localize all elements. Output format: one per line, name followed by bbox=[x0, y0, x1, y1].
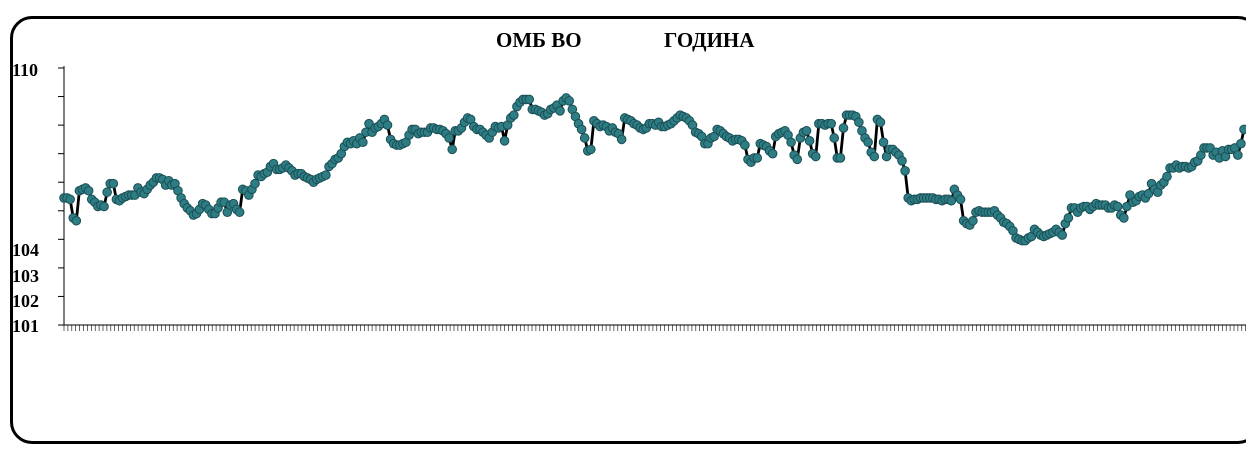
data-point bbox=[900, 166, 910, 176]
data-point bbox=[875, 117, 886, 128]
y-tick-label-103: 103 bbox=[12, 266, 39, 286]
y-tick-label-102: 102 bbox=[12, 291, 39, 311]
data-point bbox=[826, 118, 836, 129]
data-point bbox=[854, 117, 864, 128]
data-point bbox=[810, 151, 821, 162]
data-point bbox=[358, 137, 368, 148]
x-tick-marks bbox=[63, 325, 1246, 331]
data-point bbox=[586, 144, 596, 155]
data-point bbox=[1112, 201, 1123, 212]
data-point bbox=[897, 156, 907, 166]
data-point bbox=[1233, 150, 1243, 160]
data-point bbox=[955, 194, 966, 205]
data-point bbox=[804, 136, 815, 146]
data-point bbox=[321, 170, 331, 180]
data-point bbox=[968, 215, 978, 226]
data-point bbox=[1057, 230, 1068, 240]
data-point bbox=[234, 207, 245, 218]
data-point bbox=[576, 124, 587, 135]
data-point bbox=[946, 195, 957, 206]
data-point bbox=[829, 133, 840, 143]
data-point bbox=[524, 94, 535, 105]
data-point bbox=[767, 148, 778, 159]
y-tick-label-104: 104 bbox=[12, 240, 39, 260]
data-point bbox=[509, 110, 519, 120]
chart-title-part-1: ОМБ ВО bbox=[496, 28, 582, 52]
data-point bbox=[83, 185, 94, 196]
data-point bbox=[499, 136, 510, 146]
data-point bbox=[447, 144, 458, 155]
chart-title-part-2: ГОДИНА bbox=[664, 28, 755, 52]
axis-layer bbox=[58, 66, 1246, 326]
data-point bbox=[878, 137, 889, 148]
data-point bbox=[108, 178, 119, 189]
data-point bbox=[71, 215, 82, 226]
data-point bbox=[863, 137, 873, 148]
data-point bbox=[444, 133, 454, 143]
data-point bbox=[1236, 138, 1246, 149]
y-tick-label-110: 110 bbox=[12, 60, 38, 80]
data-point bbox=[616, 134, 627, 145]
data-point bbox=[1063, 213, 1074, 223]
data-point bbox=[1119, 213, 1129, 223]
data-point bbox=[555, 106, 565, 116]
data-point bbox=[102, 187, 112, 198]
data-point bbox=[250, 178, 260, 189]
data-point bbox=[579, 133, 590, 143]
data-point bbox=[99, 201, 109, 212]
data-point bbox=[786, 137, 796, 148]
data-points bbox=[59, 93, 1246, 246]
data-point bbox=[801, 126, 812, 136]
y-tick-label-101: 101 bbox=[12, 316, 39, 336]
data-point bbox=[564, 96, 575, 106]
data-point bbox=[835, 153, 846, 163]
data-point bbox=[1239, 124, 1246, 135]
data-point bbox=[792, 154, 803, 165]
data-point bbox=[65, 194, 75, 205]
data-point bbox=[382, 120, 393, 130]
data-point bbox=[838, 123, 849, 133]
data-point bbox=[1162, 171, 1172, 182]
data-point bbox=[740, 140, 750, 150]
data-point bbox=[869, 151, 880, 162]
data-point bbox=[752, 153, 763, 163]
